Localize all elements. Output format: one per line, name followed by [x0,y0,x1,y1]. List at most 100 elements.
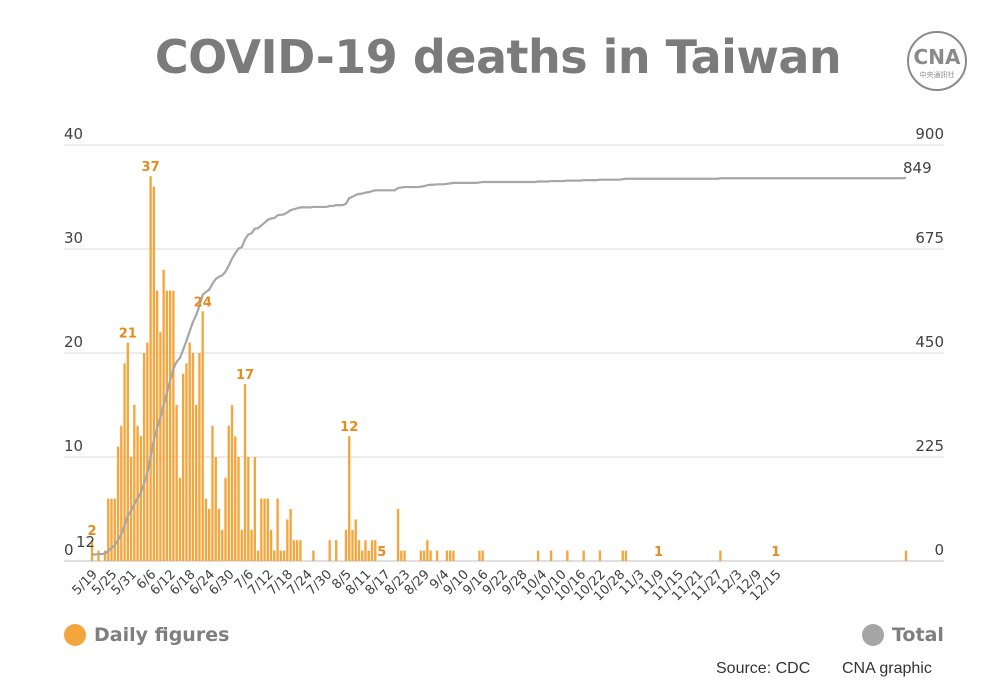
svg-text:CNA: CNA [914,45,961,69]
y-tick-label: 20 [64,333,83,351]
daily-bar [549,550,553,561]
daily-bar [97,550,100,561]
bar-data-label: 2 [87,524,96,539]
daily-bar [361,550,364,561]
daily-bar [403,550,406,561]
legend-total: Total [862,624,944,646]
bar-data-label: 21 [119,327,137,342]
daily-bar [172,290,175,561]
daily-bar [126,342,129,561]
daily-bar [214,457,217,561]
daily-bar [435,550,439,561]
daily-bar [400,550,403,561]
daily-bar [351,529,354,561]
daily-bar [367,550,370,561]
daily-bar [139,436,143,561]
daily-bar [113,498,116,561]
x-axis-ticks: 5/195/255/316/66/126/186/246/307/67/127/… [70,567,785,604]
daily-bar [120,425,123,561]
daily-bar [243,384,247,561]
daily-bar [162,269,165,561]
daily-bar [312,550,315,561]
daily-bar [266,498,269,561]
daily-bar [286,519,289,561]
daily-bar [354,519,357,561]
daily-bar [448,550,452,561]
daily-bar [582,550,585,561]
daily-bar [191,353,195,561]
legend-daily-label: Daily figures [94,624,230,646]
daily-bar [234,436,237,561]
y-tick-label: 40 [64,125,83,143]
legend-total-label: Total [892,624,944,646]
daily-bar [90,540,94,561]
source-note: Source: CDC [716,660,811,677]
daily-bar [295,540,299,561]
y2-tick-label: 900 [915,125,944,143]
credit-note: CNA graphic [842,660,932,677]
bar-data-label: 1 [654,545,663,560]
daily-bar [481,550,484,561]
y2-tick-label: 675 [915,229,944,247]
daily-bar [182,373,185,561]
daily-bar [250,529,253,561]
daily-bar [624,550,628,561]
daily-bar [185,363,188,561]
daily-bar [422,550,426,561]
daily-bar [299,540,302,561]
daily-bar [208,509,211,561]
daily-bar [211,425,214,561]
daily-bar [175,405,178,561]
daily-bar [116,446,120,561]
daily-bar [566,550,569,561]
daily-bar [429,550,432,561]
daily-bar [227,425,230,561]
bar-data-label: 1 [771,545,780,560]
legend-daily-swatch [64,624,86,646]
daily-bar [107,498,110,561]
data-labels: 2 21 37 24 17 12 5 1 1 [87,160,780,560]
daily-bar [621,550,624,561]
bar-data-label: 17 [236,368,254,383]
daily-bar [159,332,162,561]
daily-bar [282,550,286,561]
daily-bar [240,529,243,561]
daily-bar [198,353,201,561]
legend-total-swatch [862,624,884,646]
bar-data-label: 37 [142,160,160,175]
daily-bar [165,290,169,561]
daily-bar [168,290,172,561]
daily-bar [536,550,540,561]
chart-title: COVID-19 deaths in Taiwan [154,30,842,84]
daily-bar [370,540,374,561]
daily-bars [90,176,908,561]
daily-bar [396,509,400,561]
daily-bar [445,550,449,561]
daily-bar [276,498,279,561]
daily-bar [289,509,292,561]
daily-bar [273,550,276,561]
daily-bar [426,540,429,561]
logo-subtext: 中央通訊社 [920,70,955,79]
daily-bar [136,425,139,561]
daily-bar [253,457,256,561]
bar-data-label: 12 [340,420,358,435]
left-axis-ticks: 0 10 20 30 40 [64,125,83,559]
daily-bar [221,529,224,561]
total-start-label: 12 [76,533,95,551]
total-line [92,176,907,556]
daily-bar [328,540,331,561]
bar-data-label: 5 [377,545,386,560]
cna-logo: CNA 中央通訊社 [907,31,967,91]
daily-bar [230,405,234,561]
daily-bar [260,498,263,561]
daily-bar [335,540,338,561]
bar-data-label: 24 [194,295,212,310]
daily-bar [103,550,107,561]
legend-daily: Daily figures [64,624,229,646]
daily-bar [237,457,240,561]
daily-bar [904,550,908,561]
right-axis-ticks: 0 225 450 675 900 [915,125,944,559]
daily-bar [357,540,361,561]
